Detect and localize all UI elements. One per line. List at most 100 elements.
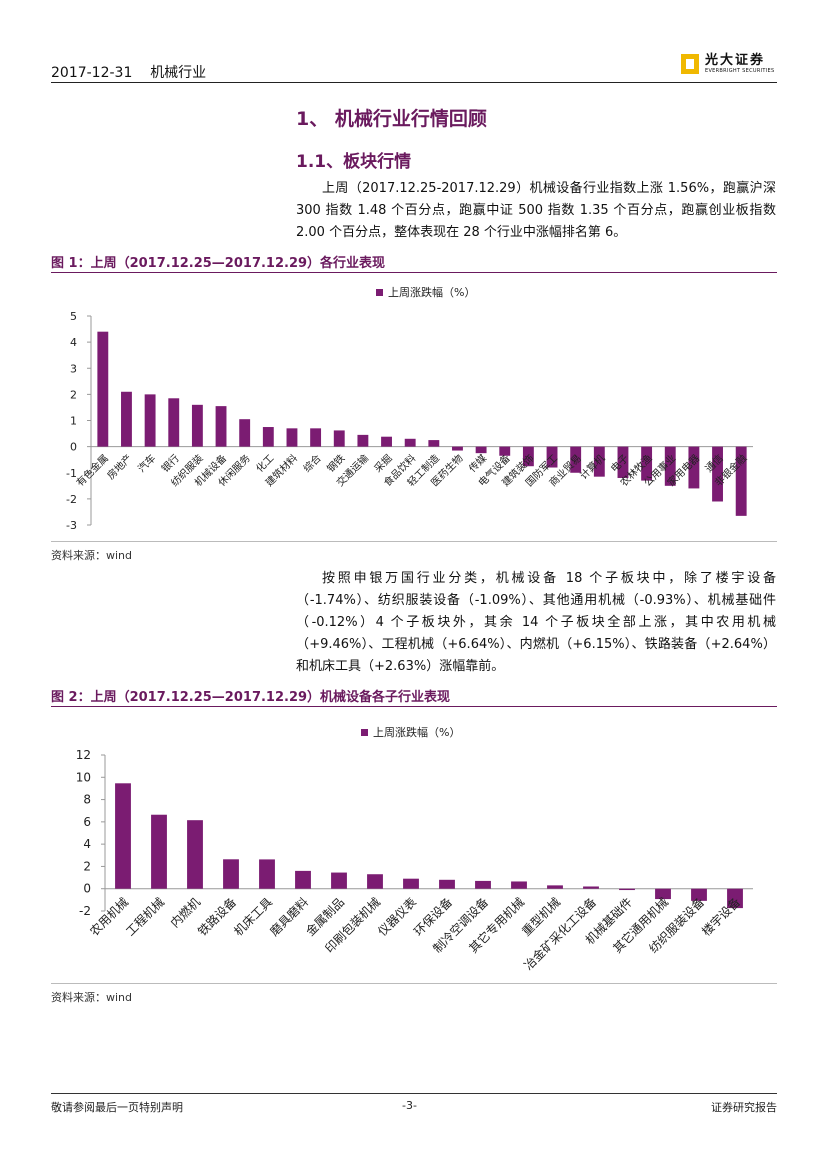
- y-tick-label: 8: [83, 793, 91, 807]
- bar: [239, 419, 251, 447]
- category-label: 磨具磨料: [267, 895, 311, 939]
- paragraph-2-text: 按照申银万国行业分类，机械设备 18 个子板块中，除了楼宇设备（-1.74%）、…: [296, 571, 776, 674]
- bar: [522, 446, 534, 467]
- bar: [691, 888, 707, 901]
- bar: [439, 879, 455, 889]
- bar: [655, 888, 671, 900]
- y-tick-label: 3: [70, 362, 77, 375]
- category-label: 汽车: [135, 452, 158, 475]
- bar: [547, 885, 563, 889]
- category-label: 机床工具: [231, 895, 275, 939]
- bar: [712, 446, 723, 502]
- bar: [664, 446, 676, 486]
- bar: [333, 430, 345, 447]
- bar: [286, 428, 298, 447]
- bar: [223, 859, 239, 889]
- footer-report-type: 证券研究报告: [711, 1101, 777, 1114]
- category-label: 铁路设备: [195, 894, 240, 939]
- bar: [381, 436, 392, 447]
- legend-swatch: [361, 729, 368, 736]
- category-label: 内燃机: [167, 894, 203, 930]
- figure-1-source-divider: [51, 541, 777, 542]
- y-tick-label: 0: [83, 882, 91, 896]
- y-tick-label: -1: [66, 467, 77, 480]
- bar: [97, 331, 109, 447]
- legend-swatch: [376, 289, 383, 296]
- y-tick-label: 1: [70, 415, 77, 428]
- y-tick-label: 4: [83, 837, 91, 851]
- category-label: 综合: [300, 452, 323, 475]
- bar: [187, 820, 203, 889]
- header-left: 2017-12-31 机械行业: [51, 62, 206, 82]
- header-divider: [51, 82, 777, 83]
- paragraph-1: 上周（2017.12.25-2017.12.29）机械设备行业指数上涨 1.56…: [296, 178, 776, 244]
- bar: [475, 880, 491, 889]
- y-tick-label: 0: [70, 441, 77, 454]
- logo-english-name: EVERBRIGHT SECURITIES: [705, 68, 775, 74]
- y-tick-label: -2: [66, 493, 77, 506]
- y-tick-label: -2: [79, 904, 91, 918]
- section-title: 1、 机械行业行情回顾: [296, 108, 487, 130]
- bar: [404, 438, 416, 447]
- subsection-title: 1.1、板块行情: [296, 152, 412, 172]
- y-tick-label: -3: [66, 519, 77, 532]
- paragraph-1-text: 上周（2017.12.25-2017.12.29）机械设备行业指数上涨 1.56…: [296, 181, 776, 240]
- bar: [546, 446, 558, 468]
- footer-divider: [51, 1093, 777, 1094]
- figure-2-title-divider: [51, 706, 777, 707]
- y-tick-label: 2: [70, 388, 77, 401]
- bar: [511, 881, 527, 889]
- bar: [619, 888, 635, 891]
- bar: [295, 870, 311, 889]
- company-logo: 光大证券 EVERBRIGHT SECURITIES: [681, 54, 774, 74]
- bar: [583, 886, 599, 889]
- header-industry: 机械行业: [150, 65, 207, 81]
- y-tick-label: 2: [83, 859, 91, 873]
- legend-label: 上周涨跌幅（%）: [388, 285, 475, 299]
- bar: [357, 434, 369, 447]
- bar: [735, 446, 747, 516]
- bar: [168, 398, 180, 447]
- bar: [727, 888, 743, 909]
- legend-label: 上周涨跌幅（%）: [373, 725, 460, 739]
- figure-1-source: 资料来源：wind: [51, 549, 133, 562]
- bar: [144, 394, 156, 447]
- bar: [499, 446, 511, 456]
- bar: [688, 446, 700, 489]
- logo-chinese-name: 光大证券: [705, 53, 766, 68]
- y-tick-label: 4: [70, 336, 77, 349]
- bar: [262, 427, 274, 447]
- bar: [367, 874, 383, 889]
- category-label: 楼宇设备: [699, 894, 744, 939]
- figure-2-source-divider: [51, 983, 777, 984]
- bar: [593, 446, 605, 477]
- bar: [617, 446, 629, 478]
- footer-disclaimer: 敬请参阅最后一页特别声明: [51, 1101, 183, 1114]
- bar: [259, 859, 275, 889]
- bar: [331, 872, 347, 889]
- bar: [215, 406, 227, 447]
- y-tick-label: 12: [76, 748, 91, 762]
- category-label: 工程机械: [123, 894, 168, 939]
- bar: [428, 440, 440, 447]
- bar: [151, 814, 167, 889]
- bar: [310, 428, 322, 447]
- paragraph-2: 按照申银万国行业分类，机械设备 18 个子板块中，除了楼宇设备（-1.74%）、…: [296, 568, 776, 678]
- bar: [475, 446, 487, 454]
- category-label: 有色金属: [73, 452, 110, 489]
- footer-page-number: -3-: [402, 1099, 417, 1112]
- category-label: 仪器仪表: [375, 895, 419, 939]
- figure-2-source: 资料来源：wind: [51, 991, 133, 1004]
- category-label: 房地产: [104, 452, 134, 482]
- bar: [641, 446, 653, 481]
- figure-1-title-divider: [51, 272, 777, 273]
- y-tick-label: 6: [83, 815, 91, 829]
- bar: [115, 783, 131, 889]
- y-tick-label: 10: [76, 770, 91, 784]
- bar: [452, 446, 463, 451]
- bar: [570, 446, 582, 473]
- figure-2-title: 图 2：上周（2017.12.25—2017.12.29）机械设备各子行业表现: [51, 690, 451, 705]
- bar: [403, 878, 419, 889]
